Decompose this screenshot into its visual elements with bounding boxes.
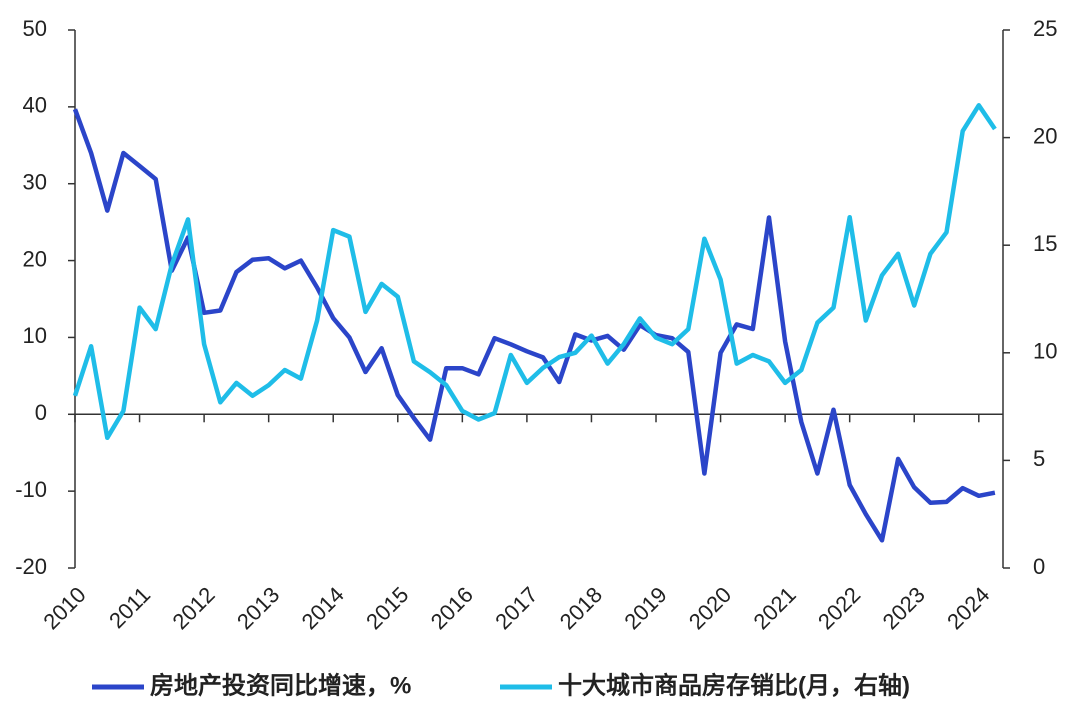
x-tick-label: 2011 xyxy=(104,582,155,633)
x-tick-label: 2013 xyxy=(232,582,284,634)
series-line xyxy=(72,108,996,543)
legend-label: 十大城市商品房存销比(月，右轴) xyxy=(558,671,910,699)
x-tick-label: 2016 xyxy=(426,582,478,634)
x-tick-label: 2020 xyxy=(684,582,736,634)
y2-tick-label: 10 xyxy=(1033,339,1057,364)
y-tick-label: 30 xyxy=(23,170,47,195)
x-tick-label: 2021 xyxy=(748,582,800,634)
x-tick-label: 2017 xyxy=(490,582,542,634)
x-tick-label: 2014 xyxy=(297,582,349,634)
x-tick-label: 2022 xyxy=(813,582,865,634)
x-tick-label: 2012 xyxy=(167,582,219,634)
legend: 房地产投资同比增速，% 十大城市商品房存销比(月，右轴) xyxy=(92,671,910,699)
y2-tick-label: 5 xyxy=(1033,446,1045,471)
y2-tick-label: 0 xyxy=(1033,554,1045,579)
y-tick-label: 20 xyxy=(23,246,47,271)
series-line xyxy=(72,103,997,441)
x-tick-label: 2023 xyxy=(878,582,930,634)
x-tick-label: 2015 xyxy=(361,582,413,634)
y-tick-label: 40 xyxy=(23,93,47,118)
y-tick-label: -20 xyxy=(15,554,47,579)
y2-tick-label: 15 xyxy=(1033,231,1057,256)
x-tick-label: 2024 xyxy=(942,582,994,634)
y-tick-label: -10 xyxy=(15,477,47,502)
legend-label: 房地产投资同比增速，% xyxy=(150,671,411,699)
x-tick-label: 2010 xyxy=(38,582,90,634)
y-tick-label: 50 xyxy=(23,16,47,41)
x-tick-label: 2019 xyxy=(619,582,671,634)
y2-tick-label: 25 xyxy=(1033,16,1057,41)
y2-tick-label: 20 xyxy=(1033,123,1057,148)
y-tick-label: 0 xyxy=(35,400,47,425)
y-tick-label: 10 xyxy=(23,323,47,348)
x-tick-label: 2018 xyxy=(555,582,607,634)
